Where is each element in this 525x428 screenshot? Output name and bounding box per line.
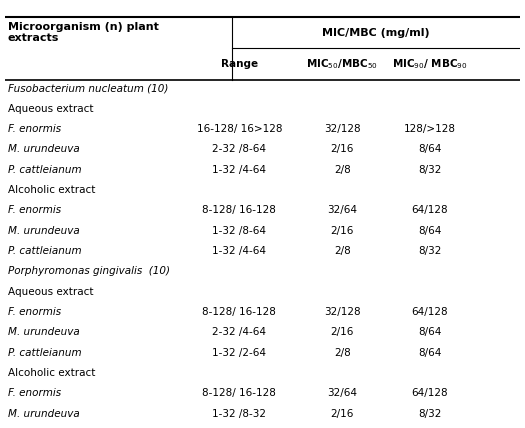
Text: 32/128: 32/128: [324, 124, 361, 134]
Text: P. cattleianum: P. cattleianum: [8, 348, 81, 358]
Text: 2-32 /8-64: 2-32 /8-64: [212, 144, 266, 154]
Text: 8/32: 8/32: [418, 164, 442, 175]
Text: 128/>128: 128/>128: [404, 124, 456, 134]
Text: 8/64: 8/64: [418, 327, 442, 337]
Text: 8-128/ 16-128: 8-128/ 16-128: [203, 205, 276, 215]
Text: M. urundeuva: M. urundeuva: [8, 226, 80, 235]
Text: M. urundeuva: M. urundeuva: [8, 327, 80, 337]
Text: 8/64: 8/64: [418, 226, 442, 235]
Text: 8/64: 8/64: [418, 348, 442, 358]
Text: 2-32 /4-64: 2-32 /4-64: [212, 327, 266, 337]
Text: 2/8: 2/8: [334, 246, 351, 256]
Text: F. enormis: F. enormis: [8, 205, 61, 215]
Text: 8/32: 8/32: [418, 246, 442, 256]
Text: Range: Range: [221, 59, 258, 69]
Text: 1-32 /4-64: 1-32 /4-64: [212, 164, 266, 175]
Text: 2/8: 2/8: [334, 164, 351, 175]
Text: M. urundeuva: M. urundeuva: [8, 409, 80, 419]
Text: F. enormis: F. enormis: [8, 124, 61, 134]
Text: 32/64: 32/64: [327, 388, 357, 398]
Text: 32/64: 32/64: [327, 205, 357, 215]
Text: 32/128: 32/128: [324, 307, 361, 317]
Text: 1-32 /8-64: 1-32 /8-64: [212, 226, 266, 235]
Text: MIC$_{50}$/MBC$_{50}$: MIC$_{50}$/MBC$_{50}$: [306, 57, 378, 71]
Text: 2/8: 2/8: [334, 348, 351, 358]
Text: Alcoholic extract: Alcoholic extract: [8, 368, 95, 378]
Text: 16-128/ 16>128: 16-128/ 16>128: [196, 124, 282, 134]
Text: Aqueous extract: Aqueous extract: [8, 104, 93, 113]
Text: F. enormis: F. enormis: [8, 388, 61, 398]
Text: Alcoholic extract: Alcoholic extract: [8, 185, 95, 195]
Text: 8-128/ 16-128: 8-128/ 16-128: [203, 388, 276, 398]
Text: M. urundeuva: M. urundeuva: [8, 144, 80, 154]
Text: 2/16: 2/16: [331, 327, 354, 337]
Text: 2/16: 2/16: [331, 226, 354, 235]
Text: P. cattleianum: P. cattleianum: [8, 164, 81, 175]
Text: MIC/MBC (mg/ml): MIC/MBC (mg/ml): [322, 27, 429, 38]
Text: 8-128/ 16-128: 8-128/ 16-128: [203, 307, 276, 317]
Text: 64/128: 64/128: [412, 205, 448, 215]
Text: Porphyromonas gingivalis  (10): Porphyromonas gingivalis (10): [8, 266, 170, 276]
Text: 2/16: 2/16: [331, 409, 354, 419]
Text: Microorganism (n) plant
extracts: Microorganism (n) plant extracts: [8, 22, 159, 43]
Text: 8/64: 8/64: [418, 144, 442, 154]
Text: MIC$_{90}$/ MBC$_{90}$: MIC$_{90}$/ MBC$_{90}$: [392, 57, 467, 71]
Text: Aqueous extract: Aqueous extract: [8, 287, 93, 297]
Text: 1-32 /8-32: 1-32 /8-32: [212, 409, 266, 419]
Text: 8/32: 8/32: [418, 409, 442, 419]
Text: Fusobacterium nucleatum (10): Fusobacterium nucleatum (10): [8, 83, 168, 93]
Text: 1-32 /2-64: 1-32 /2-64: [212, 348, 266, 358]
Text: F. enormis: F. enormis: [8, 307, 61, 317]
Text: 2/16: 2/16: [331, 144, 354, 154]
Text: 64/128: 64/128: [412, 307, 448, 317]
Text: P. cattleianum: P. cattleianum: [8, 246, 81, 256]
Text: 1-32 /4-64: 1-32 /4-64: [212, 246, 266, 256]
Text: 64/128: 64/128: [412, 388, 448, 398]
